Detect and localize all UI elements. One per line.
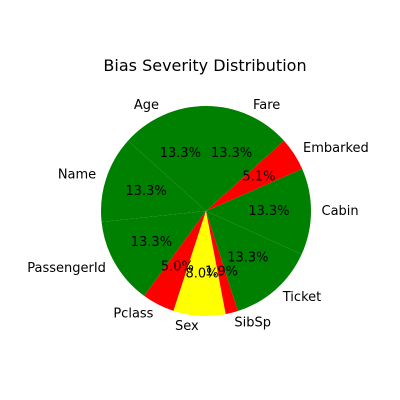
pie-slice-embarked xyxy=(206,140,303,211)
slice-label-fare: Fare xyxy=(253,98,280,113)
slice-label-sibsp: SibSp xyxy=(234,315,271,330)
pie-slices xyxy=(101,106,312,316)
slice-label-sex: Sex xyxy=(175,319,199,334)
pie-slice-sibsp xyxy=(206,211,238,315)
pie-slice-sex xyxy=(173,211,226,316)
slice-label-embarked: Embarked xyxy=(303,141,369,156)
pie-slice-name xyxy=(101,140,206,222)
slice-percent-age: 13.3% xyxy=(160,146,201,161)
slice-percent-cabin: 13.3% xyxy=(248,204,289,219)
pie-slice-ticket xyxy=(206,211,302,312)
slice-label-cabin: Cabin xyxy=(322,204,359,219)
pie-slice-age xyxy=(128,106,206,211)
pie-percent-labels: 13.3%13.3%13.3%5.0%8.0%1.9%13.3%13.3%5.1… xyxy=(125,146,289,281)
slice-percent-sibsp: 1.9% xyxy=(205,265,238,280)
chart-title: Bias Severity Distribution xyxy=(103,56,306,75)
pie-labels: Age Name PassengerId Pclass Sex SibSp Ticket Ca… xyxy=(27,98,369,334)
slice-label-age: Age xyxy=(134,98,159,113)
slice-percent-passengerid: 13.3% xyxy=(131,235,172,250)
slice-percent-pclass: 5.0% xyxy=(161,260,194,275)
slice-percent-embarked: 5.1% xyxy=(242,169,275,184)
pie-slice-cabin xyxy=(206,168,312,255)
slice-label-pclass: Pclass xyxy=(113,306,153,321)
pie-slice-pclass xyxy=(144,211,206,311)
slice-label-passengerid: PassengerId xyxy=(27,261,106,276)
slice-percent-ticket: 13.3% xyxy=(227,251,268,266)
slice-percent-sex: 8.0% xyxy=(186,266,219,281)
slice-percent-name: 13.3% xyxy=(125,184,166,199)
slice-percent-fare: 13.3% xyxy=(211,146,252,161)
slice-label-name: Name xyxy=(58,168,96,183)
pie-slice-passengerid xyxy=(101,211,206,296)
slice-label-ticket: Ticket xyxy=(282,290,321,305)
pie-slice-fare xyxy=(206,106,284,211)
